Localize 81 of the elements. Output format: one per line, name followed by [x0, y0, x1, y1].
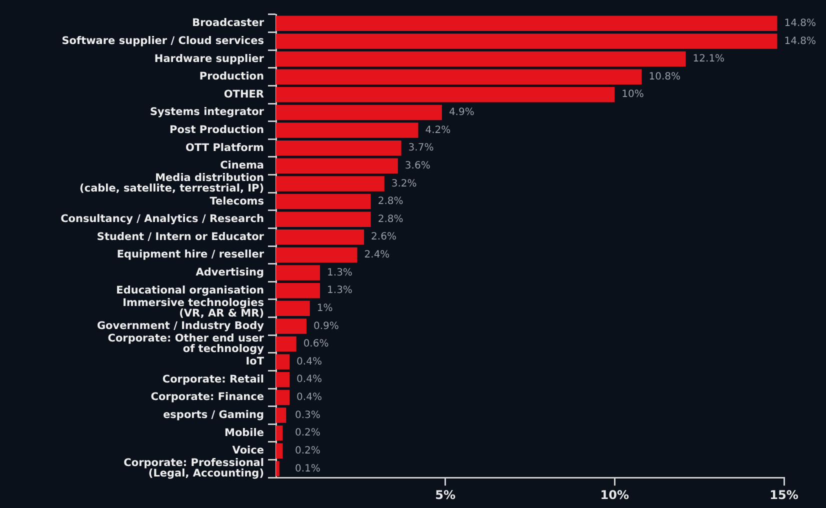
data-label: 3.6%	[404, 160, 430, 172]
bar	[276, 122, 418, 138]
y-tick-label: Media distribution (cable, satellite, terrestrial, IP)	[80, 172, 264, 195]
x-tick-label: 5%	[435, 488, 456, 502]
data-label: 0.1%	[295, 463, 320, 474]
y-tick-label: esports / Gaming	[163, 408, 264, 421]
data-label: 2.6%	[371, 232, 396, 243]
data-label: 1%	[316, 302, 333, 314]
data-label: 3.2%	[391, 178, 417, 190]
bar	[276, 461, 280, 476]
y-tick-label: Corporate: Finance	[150, 391, 264, 404]
data-label: 4.2%	[425, 124, 451, 136]
bar	[276, 158, 398, 174]
y-tick-label: Equipment hire / reseller	[116, 248, 265, 261]
bar	[276, 69, 642, 84]
bar	[276, 87, 615, 102]
bar	[276, 300, 310, 316]
bar	[276, 247, 358, 263]
data-label: 10.8%	[648, 71, 681, 82]
data-label: 10%	[622, 89, 644, 100]
bar	[276, 104, 442, 120]
y-tick-label: Immersive technologies (VR, AR & MR)	[122, 296, 264, 320]
bar	[276, 265, 320, 280]
y-tick-label: OTHER	[224, 88, 264, 100]
data-label: 0.9%	[313, 320, 339, 332]
bar	[276, 318, 306, 334]
bar	[276, 34, 778, 49]
y-tick-label: Mobile	[224, 426, 264, 439]
data-label: 0.3%	[295, 410, 320, 421]
data-label: 0.4%	[296, 356, 322, 368]
data-label: 0.6%	[303, 338, 329, 350]
data-label: 0.4%	[296, 374, 322, 386]
bar	[276, 408, 286, 423]
data-label: 3.7%	[408, 142, 434, 154]
y-tick-label: Advertising	[196, 266, 264, 278]
data-label: 1.3%	[327, 267, 352, 278]
data-label: 14.8%	[784, 18, 816, 29]
y-tick-label: Software supplier / Cloud services	[62, 34, 264, 47]
bar	[276, 443, 283, 458]
bar	[276, 51, 686, 67]
bar	[276, 194, 371, 210]
bar	[276, 282, 320, 298]
y-tick-label: Systems integrator	[150, 106, 265, 118]
bar	[276, 372, 290, 388]
y-tick-label: Voice	[232, 444, 264, 457]
bar	[276, 16, 778, 32]
bar	[276, 212, 371, 227]
y-tick-label: Consultancy / Analytics / Research	[60, 213, 264, 226]
y-tick-label: Hardware supplier	[154, 52, 265, 65]
y-tick-label: Government / Industry Body	[96, 320, 264, 332]
y-tick-label: IoT	[246, 356, 265, 368]
data-label: 12.1%	[692, 54, 725, 65]
y-tick-label: Cinema	[220, 160, 264, 172]
data-label: 2.4%	[364, 250, 390, 261]
y-tick-label: Educational organisation	[116, 284, 264, 296]
data-label: 0.4%	[296, 392, 322, 404]
y-tick-label: Corporate: Professional (Legal, Accounting)	[124, 457, 264, 480]
data-label: 14.8%	[784, 36, 816, 47]
y-tick-label: Corporate: Retail	[162, 373, 264, 386]
data-label: 4.9%	[448, 107, 474, 118]
data-label: 1.3%	[327, 285, 352, 296]
y-tick-label: Production	[199, 70, 264, 83]
bar	[276, 390, 290, 406]
bar	[276, 176, 384, 192]
x-tick-label: 15%	[770, 488, 798, 502]
y-tick-label: Broadcaster	[192, 17, 265, 30]
y-tick-label: Telecoms	[210, 195, 264, 208]
bar	[276, 354, 290, 370]
data-label: 2.8%	[378, 214, 404, 225]
y-tick-label: Student / Intern or Educator	[96, 230, 265, 243]
bar	[276, 140, 402, 156]
y-tick-label: Corporate: Other end user of technology	[108, 332, 265, 355]
data-label: 0.2%	[295, 445, 320, 456]
bar	[276, 425, 283, 441]
y-tick-label: OTT Platform	[186, 142, 264, 154]
data-label: 0.2%	[295, 428, 320, 439]
bar	[276, 336, 296, 352]
y-tick-label: Post Production	[170, 124, 264, 136]
bar	[276, 230, 364, 245]
data-label: 2.8%	[378, 196, 404, 208]
x-tick-label: 10%	[600, 488, 630, 502]
